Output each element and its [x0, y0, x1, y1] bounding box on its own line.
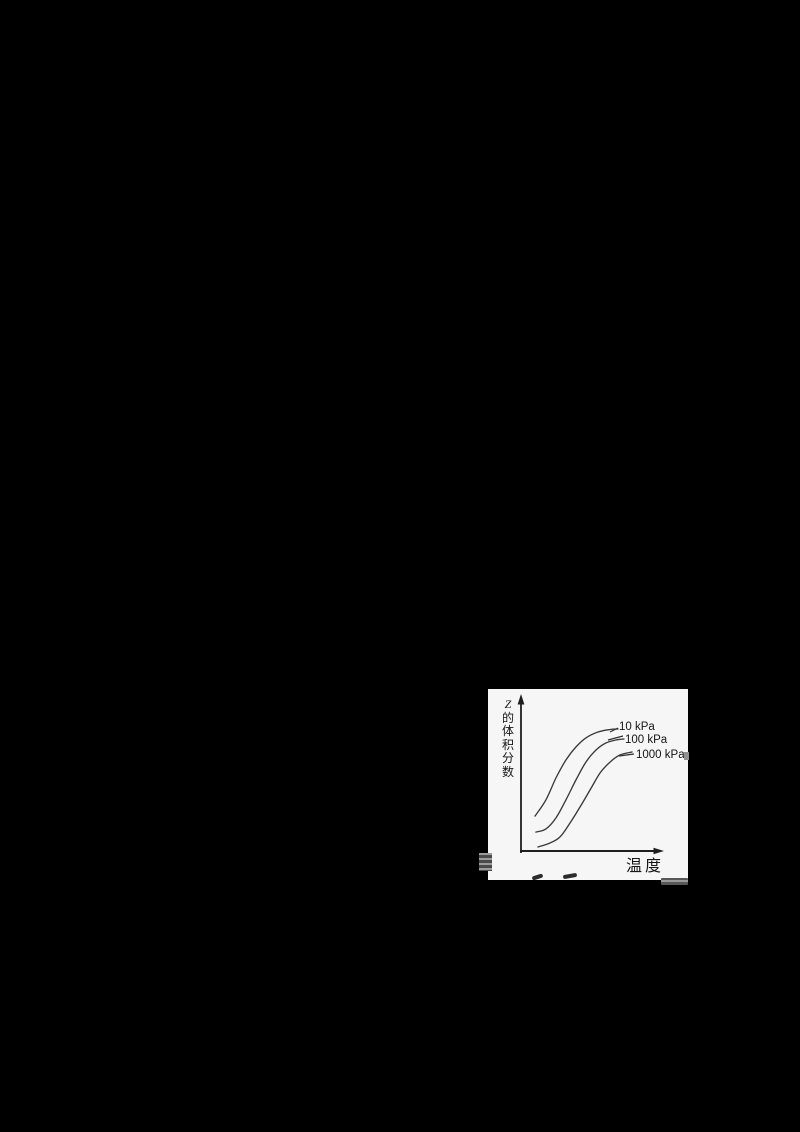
chart-svg [517, 694, 664, 855]
series-label-1000kpa: 1000 kPa [636, 749, 685, 761]
series-label-10kpa: 10 kPa [619, 721, 655, 733]
curve-1000-kpa [537, 751, 633, 848]
x-axis-arrow-icon [653, 847, 664, 855]
curve-10-kpa [534, 728, 619, 817]
y-axis-arrow-icon [517, 694, 525, 705]
curve-100-kpa [535, 738, 625, 833]
figure-panel: Z的体积分数 温度 10 kPa 100 kPa 1000 kPa [488, 689, 688, 880]
leader-line-100kpa [607, 735, 624, 741]
occluded-fragment-bottom-right [661, 878, 688, 885]
leader-line-1000kpa [618, 753, 635, 757]
y-axis-label: Z的体积分数 [501, 697, 514, 779]
series-label-100kpa: 100 kPa [625, 734, 668, 746]
occluded-caption-glyph-fragment [479, 853, 492, 871]
curve-group [534, 728, 633, 848]
x-axis-label: 温度 [626, 858, 665, 875]
occluded-fragment-right [684, 752, 689, 760]
